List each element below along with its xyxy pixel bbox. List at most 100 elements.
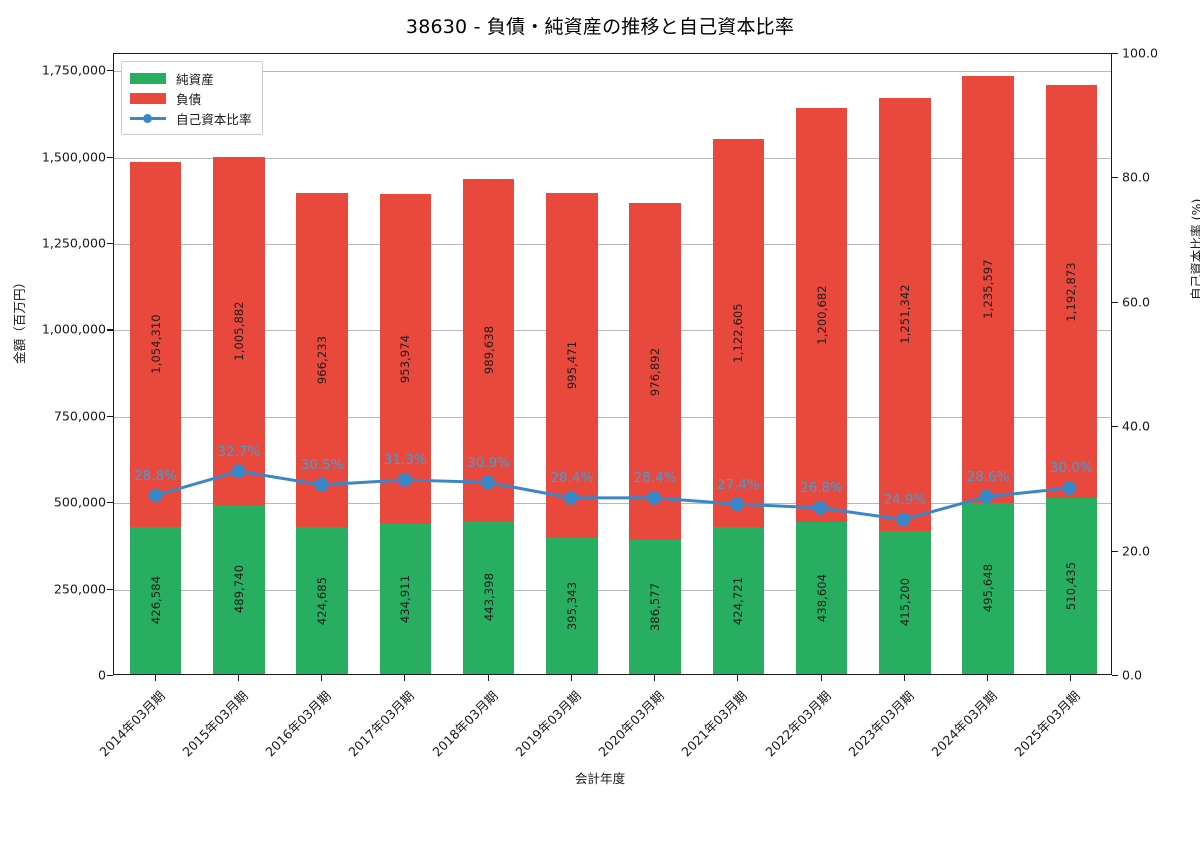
bar-value-label-equity: 434,911 — [398, 574, 413, 623]
bar-group[interactable]: 424,721 1,122,605 — [712, 52, 765, 674]
bar-segment-liability[interactable]: 1,192,873 — [1045, 85, 1098, 498]
x-axis-tick-mark — [487, 675, 489, 681]
bar-group[interactable]: 434,911 953,974 — [379, 52, 432, 674]
legend-swatch-ratio — [130, 113, 166, 124]
bar-segment-liability[interactable]: 976,892 — [629, 202, 681, 541]
bar-value-label-liability: 989,638 — [481, 325, 496, 374]
bar-segment-equity[interactable]: 489,740 — [213, 504, 265, 674]
bar-group[interactable]: 438,604 1,200,682 — [795, 52, 848, 674]
bar-group[interactable]: 424,685 966,233 — [296, 52, 348, 674]
y-axis-tick-mark-right — [1112, 550, 1118, 552]
bar-segment-liability[interactable]: 1,054,310 — [129, 162, 182, 527]
bar-segment-equity[interactable]: 510,435 — [1045, 497, 1098, 674]
y-axis-tick-mark-left — [107, 329, 113, 331]
bar-segment-equity[interactable]: 495,648 — [962, 502, 1014, 674]
legend-item-equity[interactable]: 純資産 — [130, 68, 252, 88]
bar-segment-liability[interactable]: 1,235,597 — [962, 75, 1014, 503]
bar-group[interactable]: 386,577 976,892 — [629, 52, 681, 674]
bar-value-label-equity: 395,343 — [564, 581, 579, 630]
x-axis-tick-mark — [321, 675, 323, 681]
bar-segment-liability[interactable]: 989,638 — [462, 178, 515, 521]
bar-group[interactable]: 489,740 1,005,882 — [213, 52, 265, 674]
legend-swatch-liability — [130, 92, 166, 104]
bar-value-label-liability: 1,235,597 — [981, 259, 996, 319]
bar-value-label-equity: 415,200 — [897, 578, 912, 627]
gridline — [114, 244, 1111, 246]
plot-area: 426,584 1,054,310 489,740 1,005,882 424,685 9… — [113, 53, 1112, 675]
x-axis-tick-mark — [987, 675, 989, 681]
x-axis-tick-mark — [570, 675, 572, 681]
y-axis-tick-right: 0.0 — [1122, 667, 1143, 683]
y-axis-tick-left: 500,000 — [53, 494, 106, 510]
x-axis-tick-label: 2015年03月期 — [179, 688, 251, 760]
legend-label-ratio: 自己資本比率 — [176, 111, 252, 127]
x-axis-tick-mark — [1070, 675, 1072, 681]
bar-segment-liability[interactable]: 1,251,342 — [879, 98, 931, 531]
x-axis-tick-label: 2022年03月期 — [762, 688, 834, 760]
y-axis-tick-mark-left — [107, 415, 113, 417]
y-axis-tick-left: 750,000 — [53, 408, 106, 424]
bar-group[interactable]: 443,398 989,638 — [462, 52, 515, 674]
bar-segment-equity[interactable]: 386,577 — [629, 540, 681, 674]
plot-inner: 426,584 1,054,310 489,740 1,005,882 424,685 9… — [114, 54, 1111, 674]
y-axis-tick-right: 20.0 — [1122, 543, 1151, 559]
y-axis-tick-mark-right — [1112, 53, 1118, 55]
y-axis-tick-mark-right — [1112, 177, 1118, 179]
bar-segment-liability[interactable]: 1,122,605 — [712, 139, 765, 528]
bar-segment-equity[interactable]: 434,911 — [379, 523, 432, 674]
x-axis-tick-mark — [903, 675, 905, 681]
y-axis-tick-mark-left — [107, 156, 113, 158]
bar-group[interactable]: 495,648 1,235,597 — [962, 52, 1014, 674]
bar-segment-liability[interactable]: 953,974 — [379, 194, 432, 524]
gridline — [114, 330, 1111, 332]
legend-item-ratio[interactable]: 自己資本比率 — [130, 108, 252, 128]
gridline — [114, 416, 1111, 418]
y-axis-tick-right: 60.0 — [1122, 294, 1151, 310]
y-axis-tick-left: 1,750,000 — [41, 62, 106, 78]
y-axis-tick-right: 40.0 — [1122, 418, 1151, 434]
bar-segment-equity[interactable]: 438,604 — [795, 522, 848, 674]
bar-value-label-equity: 495,648 — [981, 564, 996, 613]
bar-value-label-equity: 443,398 — [481, 573, 496, 622]
legend-label-liability: 負債 — [176, 91, 202, 107]
bar-segment-liability[interactable]: 1,005,882 — [213, 157, 265, 505]
bar-segment-liability[interactable]: 1,200,682 — [795, 107, 848, 523]
bar-segment-liability[interactable]: 995,471 — [546, 193, 598, 538]
bar-group[interactable]: 510,435 1,192,873 — [1045, 52, 1098, 674]
bar-segment-equity[interactable]: 426,584 — [129, 526, 182, 674]
x-axis-tick-label: 2016年03月期 — [262, 688, 334, 760]
bar-value-label-equity: 426,584 — [148, 576, 163, 625]
legend-item-liability[interactable]: 負債 — [130, 88, 252, 108]
bar-group[interactable]: 415,200 1,251,342 — [879, 52, 931, 674]
bar-segment-equity[interactable]: 424,685 — [296, 527, 348, 674]
x-axis-tick-mark — [154, 675, 156, 681]
legend-swatch-equity — [130, 72, 166, 84]
y-axis-tick-left: 1,000,000 — [41, 321, 106, 337]
x-axis-label: 会計年度 — [574, 771, 626, 786]
y-axis-tick-mark-right — [1112, 426, 1118, 428]
bar-group[interactable]: 426,584 1,054,310 — [129, 52, 182, 674]
x-axis-tick-mark — [404, 675, 406, 681]
bar-group[interactable]: 395,343 995,471 — [546, 52, 598, 674]
legend-marker-ratio — [143, 113, 152, 123]
x-axis-tick-label: 2018年03月期 — [429, 688, 501, 760]
bar-value-label-liability: 1,054,310 — [148, 314, 163, 375]
bar-value-label-equity: 424,721 — [731, 576, 746, 625]
chart-legend: 純資産 負債 自己資本比率 — [121, 61, 263, 135]
x-axis-tick-label: 2017年03月期 — [345, 688, 418, 760]
bar-segment-equity[interactable]: 395,343 — [546, 537, 598, 674]
x-axis-tick-mark — [737, 675, 739, 681]
page-title: 38630 - 負債・純資産の推移と自己資本比率 — [405, 16, 795, 38]
y-axis-tick-mark-left — [107, 502, 113, 504]
bar-segment-equity[interactable]: 424,721 — [712, 527, 765, 674]
y-axis-tick-mark-right — [1112, 301, 1118, 303]
bar-segment-equity[interactable]: 415,200 — [879, 530, 931, 674]
y-axis-tick-mark-left — [107, 70, 113, 72]
x-axis-tick-label: 2021年03月期 — [678, 688, 751, 760]
y-axis-tick-right: 100.0 — [1122, 45, 1159, 61]
bar-segment-liability[interactable]: 966,233 — [296, 193, 348, 528]
bar-segment-equity[interactable]: 443,398 — [462, 520, 515, 674]
bar-value-label-equity: 510,435 — [1064, 561, 1079, 610]
chart-figure: 38630 - 負債・純資産の推移と自己資本比率 金額（百万円） 自己資本比率 … — [12, 16, 1200, 786]
bar-value-label-liability: 966,233 — [315, 336, 330, 385]
